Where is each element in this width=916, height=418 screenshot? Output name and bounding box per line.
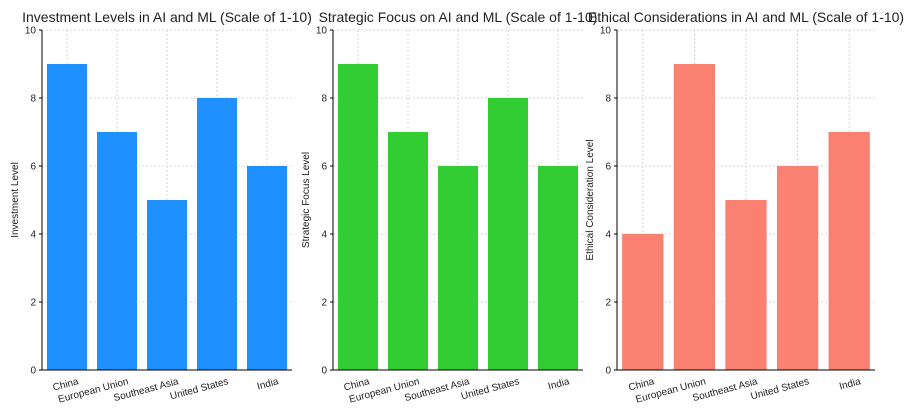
bar bbox=[488, 98, 528, 370]
x-tick-label: United States bbox=[169, 376, 230, 402]
bar bbox=[338, 64, 378, 370]
y-tick-label: 4 bbox=[30, 230, 36, 241]
y-tick-label: 6 bbox=[30, 162, 36, 173]
x-tick-label: India bbox=[838, 376, 862, 392]
y-axis-label: Ethical Consideration Level bbox=[585, 139, 596, 260]
bar bbox=[247, 166, 287, 370]
y-tick-label: 8 bbox=[605, 94, 611, 105]
x-tick-label: India bbox=[256, 376, 280, 392]
y-tick-label: 10 bbox=[25, 26, 37, 37]
chart-title: Ethical Considerations in AI and ML (Sca… bbox=[588, 9, 904, 25]
bar bbox=[673, 64, 716, 370]
y-tick-label: 10 bbox=[316, 26, 328, 37]
bar bbox=[147, 200, 187, 370]
bar bbox=[538, 166, 578, 370]
y-tick-label: 4 bbox=[321, 230, 327, 241]
y-tick-label: 10 bbox=[600, 26, 612, 37]
y-tick-label: 6 bbox=[321, 162, 327, 173]
bar bbox=[438, 166, 478, 370]
y-tick-label: 0 bbox=[30, 366, 36, 377]
bar bbox=[197, 98, 237, 370]
y-axis-label: Strategic Focus Level bbox=[301, 152, 312, 248]
bar bbox=[47, 64, 87, 370]
y-tick-label: 6 bbox=[605, 162, 611, 173]
bar bbox=[97, 132, 137, 370]
x-tick-label: United States bbox=[460, 376, 521, 402]
y-tick-label: 0 bbox=[605, 366, 611, 377]
y-tick-label: 2 bbox=[30, 298, 36, 309]
bar bbox=[828, 132, 870, 370]
chart-title: Investment Levels in AI and ML (Scale of… bbox=[22, 9, 312, 25]
bar bbox=[622, 234, 664, 370]
bar bbox=[725, 200, 767, 370]
y-axis-label: Investment Level bbox=[10, 162, 21, 238]
y-tick-label: 4 bbox=[605, 230, 611, 241]
y-tick-label: 8 bbox=[30, 94, 36, 105]
y-tick-label: 2 bbox=[321, 298, 327, 309]
chart-title: Strategic Focus on AI and ML (Scale of 1… bbox=[319, 9, 598, 25]
bar bbox=[388, 132, 428, 370]
x-tick-label: India bbox=[547, 376, 571, 392]
y-tick-label: 8 bbox=[321, 94, 327, 105]
y-tick-label: 2 bbox=[605, 298, 611, 309]
bar bbox=[776, 166, 819, 370]
x-tick-label: United States bbox=[750, 376, 811, 402]
y-tick-label: 0 bbox=[321, 366, 327, 377]
